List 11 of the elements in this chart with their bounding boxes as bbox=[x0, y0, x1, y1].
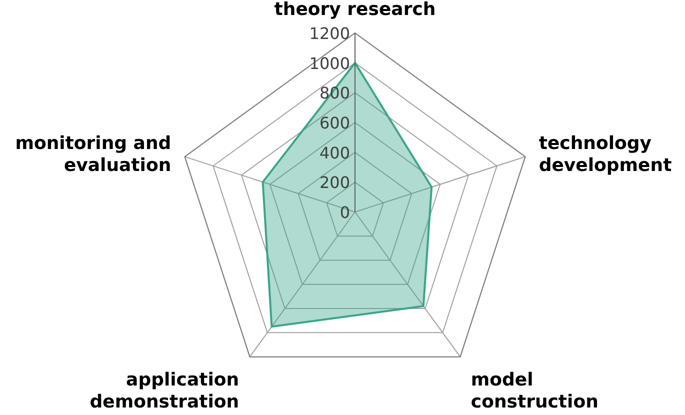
y-tick-label: 200 bbox=[319, 173, 350, 192]
spoke-label: technology development bbox=[538, 133, 672, 176]
y-tick-label: 1200 bbox=[309, 24, 350, 43]
y-tick-label: 600 bbox=[319, 114, 350, 132]
y-tick-label: 0 bbox=[340, 203, 350, 222]
spoke-label: application demonstration bbox=[90, 369, 240, 412]
spoke-label: monitoring and evaluation bbox=[15, 133, 172, 176]
y-tick-label: 1000 bbox=[309, 54, 350, 73]
spoke-label: theory research bbox=[274, 0, 436, 20]
y-tick-label: 400 bbox=[319, 143, 350, 162]
spoke-label: model construction bbox=[470, 369, 598, 412]
